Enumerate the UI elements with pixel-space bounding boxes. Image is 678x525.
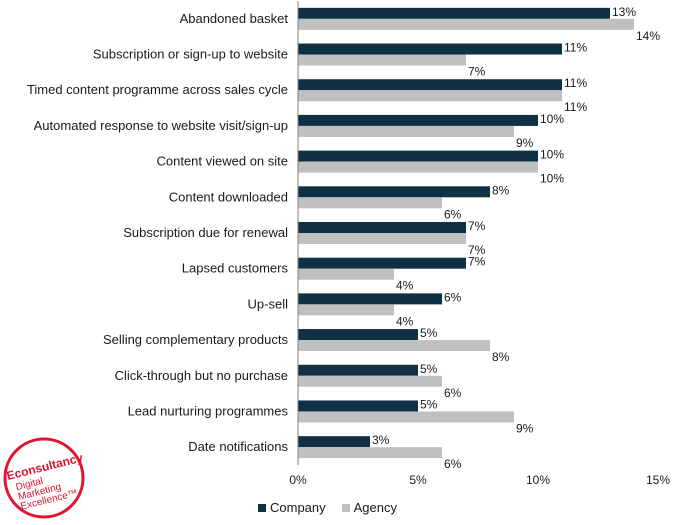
legend-item-company: Company (258, 500, 326, 515)
value-label-agency-content-downloaded: 6% (444, 207, 462, 221)
bar-agency-subscription-or-sign-up-to-website (298, 54, 466, 66)
category-label-subscription-or-sign-up-to-website: Subscription or sign-up to website (93, 47, 288, 62)
bar-company-click-through-but-no-purchase (298, 364, 418, 376)
category-label-content-viewed-on-site: Content viewed on site (156, 154, 288, 169)
value-label-agency-lapsed-customers: 4% (396, 279, 414, 293)
value-label-company-lead-nurturing-programmes: 5% (420, 397, 438, 411)
econsultancy-logo: Econsultancy Digital Marketing Excellenc… (3, 437, 85, 519)
bar-company-automated-response-to-website-visit-sign-up (298, 114, 538, 126)
bar-company-date-notifications (298, 436, 370, 448)
category-label-date-notifications: Date notifications (188, 439, 288, 454)
value-label-agency-subscription-due-for-renewal: 7% (468, 243, 486, 257)
bar-company-subscription-due-for-renewal (298, 222, 466, 233)
category-label-timed-content-programme-across-sales-cycle: Timed content programme across sales cyc… (27, 82, 288, 97)
value-label-agency-up-sell: 4% (396, 314, 414, 328)
value-label-agency-date-notifications: 6% (444, 457, 462, 471)
value-label-company-automated-response-to-website-visit-sign-up: 10% (540, 112, 564, 126)
bar-agency-lead-nurturing-programmes (298, 411, 514, 423)
value-label-company-lapsed-customers: 7% (468, 255, 486, 269)
bar-agency-up-sell (298, 304, 394, 316)
bar-company-content-downloaded (298, 186, 490, 198)
bar-agency-content-viewed-on-site (298, 161, 538, 173)
category-label-click-through-but-no-purchase: Click-through but no purchase (115, 368, 288, 383)
value-label-company-content-downloaded: 8% (492, 183, 510, 197)
value-label-company-date-notifications: 3% (372, 433, 390, 447)
value-label-company-subscription-due-for-renewal: 7% (468, 219, 486, 233)
bar-company-abandoned-basket (298, 7, 610, 19)
x-tick-label-1: 5% (409, 473, 427, 487)
value-labels: 13%14%11%7%11%11%10%9%10%10%8%6%7%7%7%4%… (372, 5, 660, 471)
bar-agency-click-through-but-no-purchase (298, 375, 442, 387)
bar-agency-selling-complementary-products (298, 340, 490, 352)
x-tick-label-2: 10% (526, 473, 550, 487)
bar-company-up-sell (298, 293, 442, 305)
x-tick-label-3: 15% (646, 473, 670, 487)
bar-agency-abandoned-basket (298, 18, 634, 30)
category-label-abandoned-basket: Abandoned basket (180, 11, 289, 26)
legend: Company Agency (258, 500, 397, 515)
value-label-agency-click-through-but-no-purchase: 6% (444, 386, 462, 400)
bar-company-selling-complementary-products (298, 329, 418, 341)
value-label-company-selling-complementary-products: 5% (420, 326, 438, 340)
bar-company-content-viewed-on-site (298, 150, 538, 162)
value-label-company-click-through-but-no-purchase: 5% (420, 362, 438, 376)
legend-swatch-company (258, 503, 266, 512)
category-label-selling-complementary-products: Selling complementary products (103, 332, 288, 347)
value-label-agency-lead-nurturing-programmes: 9% (516, 421, 534, 435)
bar-agency-content-downloaded (298, 197, 442, 209)
value-label-agency-automated-response-to-website-visit-sign-up: 9% (516, 136, 534, 150)
bar-company-lapsed-customers (298, 257, 466, 269)
category-labels: Abandoned basket Subscription or sign-up … (27, 11, 289, 454)
bar-agency-lapsed-customers (298, 268, 394, 280)
value-label-agency-content-viewed-on-site: 10% (540, 172, 564, 186)
bar-agency-automated-response-to-website-visit-sign-up (298, 125, 514, 137)
category-label-subscription-due-for-renewal: Subscription due for renewal (123, 225, 288, 240)
x-tick-label-0: 0% (289, 473, 307, 487)
bars (298, 7, 634, 459)
category-label-lapsed-customers: Lapsed customers (182, 261, 289, 276)
bar-company-timed-content-programme-across-sales-cycle (298, 79, 562, 91)
category-label-content-downloaded: Content downloaded (169, 189, 288, 204)
logo-brand-text: Econsultancy (5, 450, 84, 483)
value-label-company-subscription-or-sign-up-to-website: 11% (564, 41, 587, 55)
legend-item-agency: Agency (341, 500, 398, 515)
legend-label-company: Company (270, 500, 326, 515)
value-label-company-timed-content-programme-across-sales-cycle: 11% (564, 76, 587, 90)
bar-agency-subscription-due-for-renewal (298, 233, 466, 244)
value-label-company-abandoned-basket: 13% (612, 5, 636, 19)
value-label-agency-subscription-or-sign-up-to-website: 7% (468, 65, 486, 79)
x-axis-ticks: 0% 5% 10% 15% (289, 473, 670, 487)
value-label-agency-timed-content-programme-across-sales-cycle: 11% (564, 100, 587, 114)
category-label-automated-response-to-website-visit-sign-up: Automated response to website visit/sign… (34, 118, 288, 133)
value-label-agency-abandoned-basket: 14% (636, 29, 660, 43)
value-label-agency-selling-complementary-products: 8% (492, 350, 510, 364)
bar-agency-date-notifications (298, 447, 442, 459)
category-label-up-sell: Up-sell (248, 296, 289, 311)
value-label-company-content-viewed-on-site: 10% (540, 148, 564, 162)
bar-company-lead-nurturing-programmes (298, 400, 418, 412)
category-label-lead-nurturing-programmes: Lead nurturing programmes (128, 403, 289, 418)
legend-swatch-agency (341, 503, 350, 512)
bar-agency-timed-content-programme-across-sales-cycle (298, 90, 562, 102)
value-label-company-up-sell: 6% (444, 290, 462, 304)
bar-company-subscription-or-sign-up-to-website (298, 43, 562, 55)
legend-label-agency: Agency (353, 500, 398, 515)
